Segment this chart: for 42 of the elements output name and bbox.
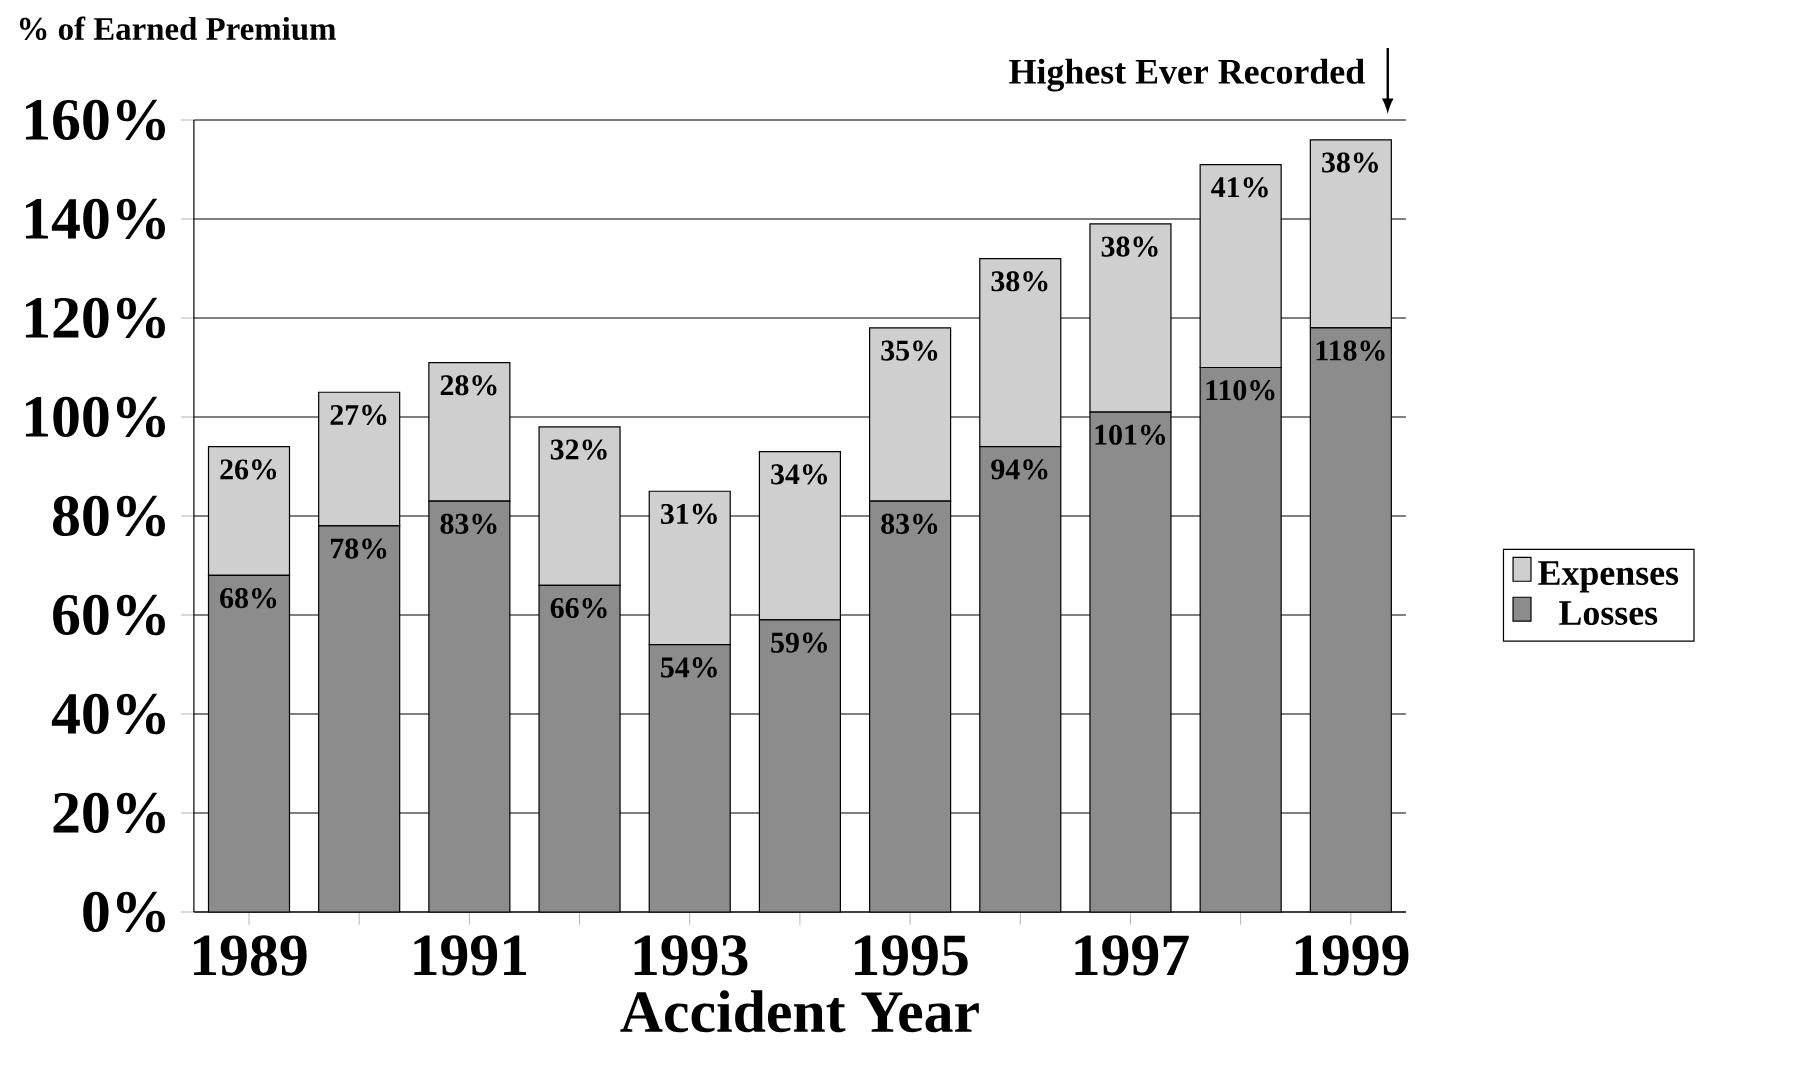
y-tick-label: 160% [25,99,165,141]
y-tick-label: 40% [51,693,165,735]
data-label: 34% [771,464,828,485]
x-tick-label: 1993 [634,935,748,976]
x-tick-label: 1995 [855,935,968,976]
y-tick-label: 0% [83,891,165,933]
text: Highest Ever Recorded [1009,58,1365,92]
x-axis-title: Accident Year [620,990,979,1033]
data-label: 41% [1211,177,1268,198]
y-tick-label: 100% [25,396,165,438]
data-label: 110% [1206,380,1275,401]
data-label: 118% [1316,340,1385,361]
x-tick-label: 1991 [414,935,527,976]
data-label: 26% [220,459,277,480]
data-label: 83% [440,513,497,534]
legend-label: Losses [1559,601,1658,625]
data-label: 66% [550,597,607,619]
data-label: 94% [991,459,1048,480]
data-label: 78% [330,538,387,559]
y-tick-label: 20% [53,792,165,834]
x-tick-label: 1989 [194,935,307,976]
data-label: 59% [771,632,828,653]
y-tick-label: 80% [53,495,165,537]
y-tick-label: 120% [25,297,165,339]
legend-label: Expenses [1538,561,1679,593]
data-label: 101% [1095,424,1166,445]
data-label: 28% [440,375,497,396]
data-label: 35% [881,340,938,361]
x-tick-label: 1999 [1295,935,1409,976]
data-label: 38% [1322,152,1378,173]
data-label: 31% [660,503,717,525]
data-label: 68% [220,588,277,609]
data-label: 38% [991,271,1048,292]
y-tick-label: 60% [53,594,165,636]
data-label: 38% [1101,236,1158,257]
y-tick-label: 140% [25,198,165,240]
x-tick-label: 1997 [1075,935,1189,976]
y-axis-title: % of Earned Premium [19,16,336,41]
data-label: 54% [661,657,717,678]
data-label: 32% [550,439,607,460]
data-label: 83% [881,513,938,534]
data-label: 27% [330,404,387,426]
